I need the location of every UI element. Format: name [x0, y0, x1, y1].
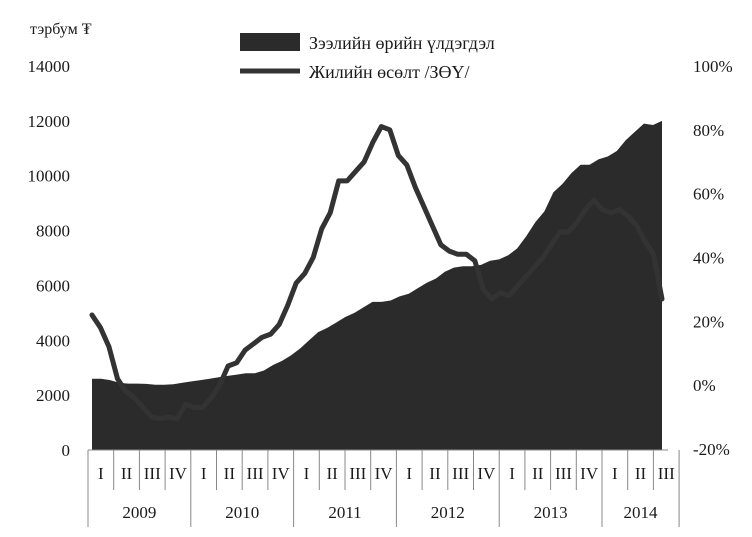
quarter-label: II — [121, 464, 133, 483]
y-left-tick-label: 14000 — [28, 57, 71, 76]
y-left-tick-label: 4000 — [36, 331, 70, 350]
y-axis-right: -20% 0% 20% 40% 60% 80% 100% — [693, 57, 733, 459]
y-left-tick-label: 6000 — [36, 276, 70, 295]
quarter-label: II — [635, 464, 647, 483]
y-right-tick-label: 20% — [693, 312, 724, 331]
quarter-label: I — [304, 464, 310, 483]
y-left-tick-label: 0 — [62, 441, 71, 460]
y-right-tick-label: 60% — [693, 185, 724, 204]
year-label: 2010 — [225, 503, 259, 522]
quarter-label: IV — [477, 464, 496, 483]
y-right-tick-label: 80% — [693, 121, 724, 140]
x-axis-quarters: I II III IV I II III IV I II III IV I II III IV I II III IV… — [87, 450, 680, 490]
y-left-tick-label: 10000 — [28, 167, 71, 186]
legend-area-label: Зээлийн өрийн үлдэгдэл — [309, 33, 495, 53]
year-label: 2012 — [431, 503, 465, 522]
quarter-label: I — [612, 464, 618, 483]
quarter-label: IV — [580, 464, 599, 483]
y-right-tick-label: -20% — [693, 440, 730, 459]
x-axis-years: 2009 2010 2011 2012 2013 2014 — [87, 490, 680, 527]
quarter-label: III — [452, 464, 469, 483]
quarter-label: IV — [169, 464, 188, 483]
y-left-tick-label: 12000 — [28, 112, 71, 131]
quarter-label: III — [144, 464, 161, 483]
quarter-label: III — [247, 464, 264, 483]
y-right-tick-label: 100% — [693, 57, 733, 76]
series-line-growth — [89, 124, 665, 422]
quarter-label: I — [406, 464, 412, 483]
series-area-credit — [92, 120, 662, 451]
legend-area-swatch — [240, 33, 300, 51]
unit-label: тэрбум ₮ — [30, 21, 92, 38]
year-label: 2009 — [122, 503, 156, 522]
quarter-label: II — [224, 464, 236, 483]
quarter-label: III — [349, 464, 366, 483]
year-label: 2014 — [624, 503, 659, 522]
y-axis-left: 0 2000 4000 6000 8000 10000 12000 14000 — [28, 57, 71, 460]
quarter-label: III — [658, 464, 675, 483]
y-left-tick-label: 2000 — [36, 386, 70, 405]
quarter-label: II — [429, 464, 441, 483]
year-label: 2013 — [534, 503, 568, 522]
quarter-label: II — [532, 464, 544, 483]
y-right-tick-label: 0% — [693, 376, 716, 395]
quarter-label: I — [98, 464, 104, 483]
legend: Зээлийн өрийн үлдэгдэл Жилийн өсөлт /ЗӨҮ… — [240, 33, 495, 82]
quarter-label: I — [509, 464, 515, 483]
y-right-tick-label: 40% — [693, 249, 724, 268]
quarter-label: IV — [375, 464, 394, 483]
year-label: 2011 — [328, 503, 361, 522]
legend-line-label: Жилийн өсөлт /ЗӨҮ/ — [309, 62, 470, 82]
quarter-label: II — [326, 464, 338, 483]
quarter-label: I — [201, 464, 207, 483]
quarter-label: III — [555, 464, 572, 483]
quarter-label: IV — [272, 464, 291, 483]
y-left-tick-label: 8000 — [36, 222, 70, 241]
